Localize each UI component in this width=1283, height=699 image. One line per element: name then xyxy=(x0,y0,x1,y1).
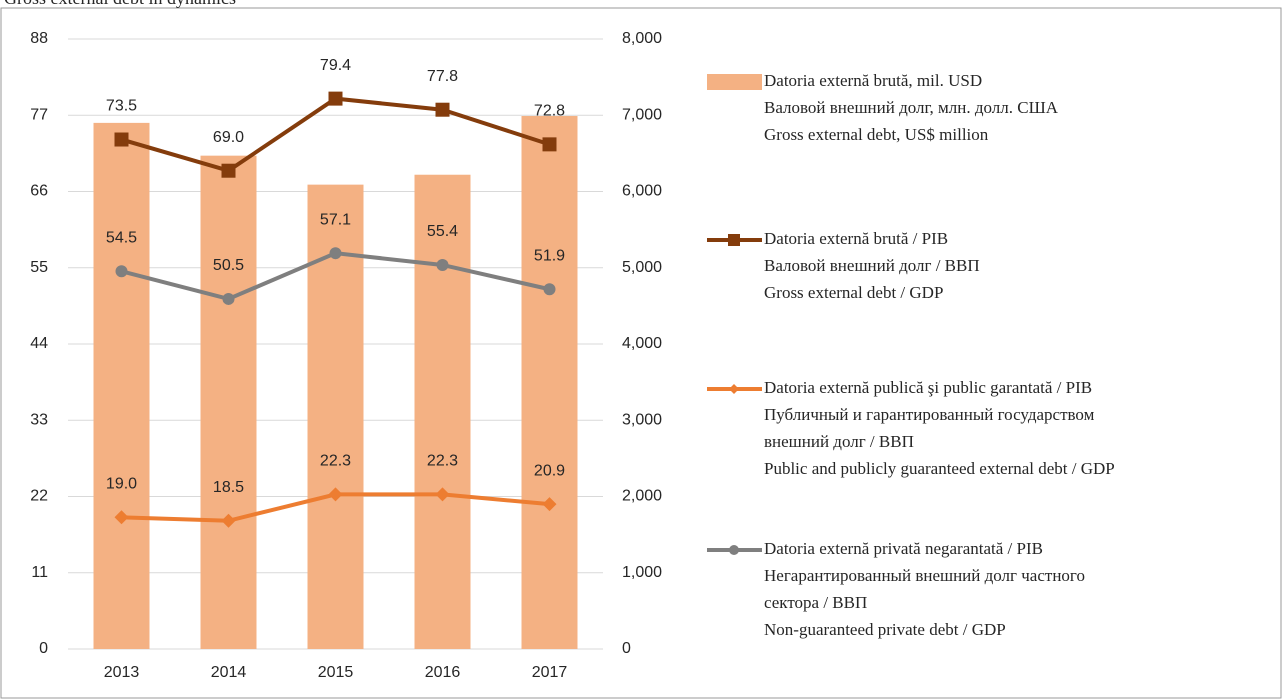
data-label: 54.5 xyxy=(106,229,137,246)
legend-marker xyxy=(729,384,739,394)
marker xyxy=(115,265,128,278)
legend-marker xyxy=(729,545,739,555)
x-tick-label: 2016 xyxy=(425,664,461,681)
data-label: 79.4 xyxy=(320,57,351,74)
legend-label: Datoria externă privată negarantată / PI… xyxy=(764,539,1043,558)
legend-marker xyxy=(728,234,740,246)
y-tick-label: 44 xyxy=(30,335,48,352)
x-tick-label: 2015 xyxy=(318,664,354,681)
data-label: 72.8 xyxy=(534,103,565,120)
data-label: 50.5 xyxy=(213,257,244,274)
marker xyxy=(435,102,450,117)
marker xyxy=(328,487,343,502)
marker xyxy=(543,283,556,296)
data-label: 77.8 xyxy=(427,68,458,85)
y2-tick-label: 6,000 xyxy=(622,183,662,200)
y2-tick-label: 1,000 xyxy=(622,564,662,581)
chart-title: Gross external debt in dynamics xyxy=(4,0,236,8)
legend-label: Негарантированный внешний долг частного xyxy=(764,566,1085,585)
data-label: 22.3 xyxy=(427,453,458,470)
y2-tick-label: 8,000 xyxy=(622,30,662,47)
data-label: 19.0 xyxy=(106,476,137,493)
y2-tick-label: 5,000 xyxy=(622,259,662,276)
data-label: 55.4 xyxy=(427,223,458,240)
legend-label: Валовой внешний долг, млн. долл. США xyxy=(764,98,1059,117)
data-label: 20.9 xyxy=(534,462,565,479)
x-tick-label: 2014 xyxy=(211,664,247,681)
y2-tick-label: 3,000 xyxy=(622,411,662,428)
y2-tick-label: 4,000 xyxy=(622,335,662,352)
y-tick-label: 11 xyxy=(31,564,48,581)
legend-label: Non-guaranteed private debt / GDP xyxy=(764,620,1006,639)
y2-tick-label: 7,000 xyxy=(622,106,662,123)
legend-label: Публичный и гарантированный государством xyxy=(764,405,1095,424)
bar xyxy=(521,116,578,649)
x-tick-label: 2013 xyxy=(104,664,140,681)
bar xyxy=(200,155,257,649)
bar xyxy=(93,122,150,649)
y2-tick-label: 2,000 xyxy=(622,488,662,505)
y-tick-label: 77 xyxy=(30,106,48,123)
legend-label: Datoria externă publică şi public garant… xyxy=(764,378,1092,397)
data-label: 51.9 xyxy=(534,247,565,264)
legend-label: Public and publicly guaranteed external … xyxy=(764,459,1115,478)
marker xyxy=(329,247,342,260)
x-tick-label: 2017 xyxy=(532,664,568,681)
line xyxy=(120,96,551,173)
marker xyxy=(328,91,343,106)
marker xyxy=(435,487,450,502)
legend-label: сектора / ВВП xyxy=(764,593,867,612)
data-label: 22.3 xyxy=(320,453,351,470)
data-label: 69.0 xyxy=(213,129,244,146)
y-tick-label: 22 xyxy=(30,488,48,505)
y-tick-label: 0 xyxy=(39,640,48,657)
marker xyxy=(114,510,129,525)
marker xyxy=(221,163,236,178)
y-tick-label: 33 xyxy=(30,411,48,428)
marker xyxy=(114,132,129,147)
marker xyxy=(436,258,449,271)
y2-tick-label: 0 xyxy=(622,640,631,657)
data-label: 57.1 xyxy=(320,211,351,228)
legend-label: Gross external debt, US$ million xyxy=(764,125,989,144)
legend-label: Gross external debt / GDP xyxy=(764,283,943,302)
y-tick-label: 55 xyxy=(30,259,48,276)
legend-label: Datoria externă brută, mil. USD xyxy=(764,71,982,90)
marker xyxy=(222,292,235,305)
data-label: 18.5 xyxy=(213,479,244,496)
legend-label: Datoria externă brută / PIB xyxy=(764,229,948,248)
frame xyxy=(0,7,1282,699)
y-tick-label: 88 xyxy=(30,30,48,47)
marker xyxy=(542,137,557,152)
legend-label: внешний долг / ВВП xyxy=(764,432,914,451)
y-tick-label: 66 xyxy=(30,183,48,200)
data-label: 73.5 xyxy=(106,98,137,115)
marker xyxy=(542,497,557,512)
bar xyxy=(414,174,471,649)
marker xyxy=(221,513,236,528)
legend-label: Валовой внешний долг / ВВП xyxy=(764,256,980,275)
legend-swatch xyxy=(707,74,762,90)
